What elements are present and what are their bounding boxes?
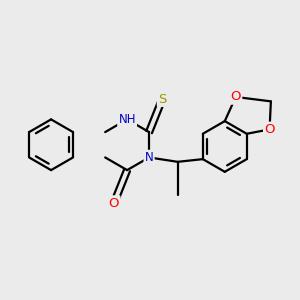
Text: NH: NH	[118, 113, 136, 126]
Text: S: S	[158, 93, 166, 106]
Text: O: O	[264, 123, 275, 136]
Text: O: O	[109, 196, 119, 209]
Text: O: O	[230, 91, 241, 103]
Text: N: N	[145, 151, 154, 164]
